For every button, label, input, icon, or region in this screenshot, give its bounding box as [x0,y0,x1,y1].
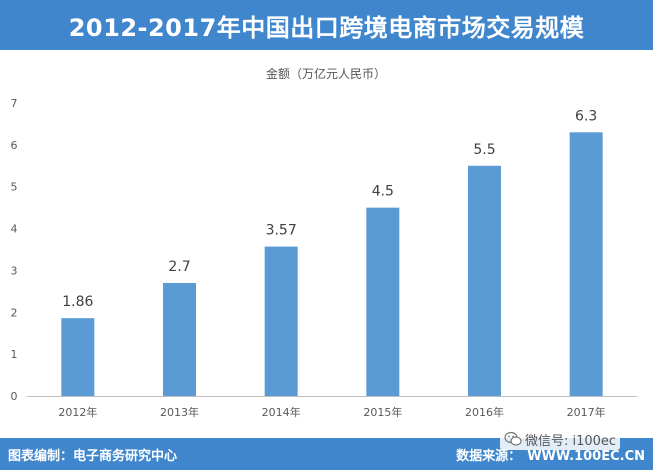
y-tick-label: 6 [11,139,18,152]
bar-chart: 金额（万亿元人民币） 0 1 2 3 4 5 6 7 1.86 2.7 3.57 4.5 5.5 6.3… [11,66,637,419]
y-tick-label: 4 [11,223,18,236]
footer-source: 数据来源： WWW.100EC.CN [456,445,645,464]
bar [163,282,196,396]
source-label: 数据来源： [456,449,522,464]
x-tick-label: 2016年 [465,405,504,419]
data-label: 1.86 [62,294,93,310]
y-tick-label: 5 [11,181,18,194]
chart-title: 2012-2017年中国出口跨境电商市场交易规模 [68,13,585,42]
title-bar: 2012-2017年中国出口跨境电商市场交易规模 [0,0,653,50]
bars: 1.86 2.7 3.57 4.5 5.5 6.3 [61,108,603,397]
wechat-icon [504,431,522,446]
x-axis: 2012年 2013年 2014年 2015年 2016年 2017年 [27,396,637,419]
y-tick-label: 7 [11,97,18,110]
unit-label: 金额（万亿元人民币） [266,66,386,81]
x-tick-label: 2017年 [567,405,606,419]
x-tick-label: 2012年 [58,405,97,419]
bar [264,246,298,396]
data-label: 6.3 [575,108,597,124]
wechat-watermark: 微信号: i100ec [500,428,621,450]
bar [569,132,603,397]
y-tick-label: 3 [11,264,18,277]
source-site: WWW.100EC.CN [527,449,645,464]
y-tick-label: 0 [11,390,18,403]
footer-credit: 图表编制：电子商务研究中心 [8,449,178,464]
x-tick-label: 2014年 [262,405,301,419]
bar [61,318,95,396]
y-tick-label: 1 [11,348,18,361]
y-tick-label: 2 [11,306,18,319]
data-label: 3.57 [266,223,297,239]
bar [366,207,400,396]
data-label: 4.5 [372,184,394,200]
x-tick-label: 2013年 [160,405,199,419]
data-label: 5.5 [473,142,495,158]
y-axis: 0 1 2 3 4 5 6 7 [11,97,18,403]
data-label: 2.7 [168,259,190,275]
x-tick-label: 2015年 [363,405,402,419]
bar [468,165,501,396]
watermark-text: 微信号: i100ec [525,433,617,449]
